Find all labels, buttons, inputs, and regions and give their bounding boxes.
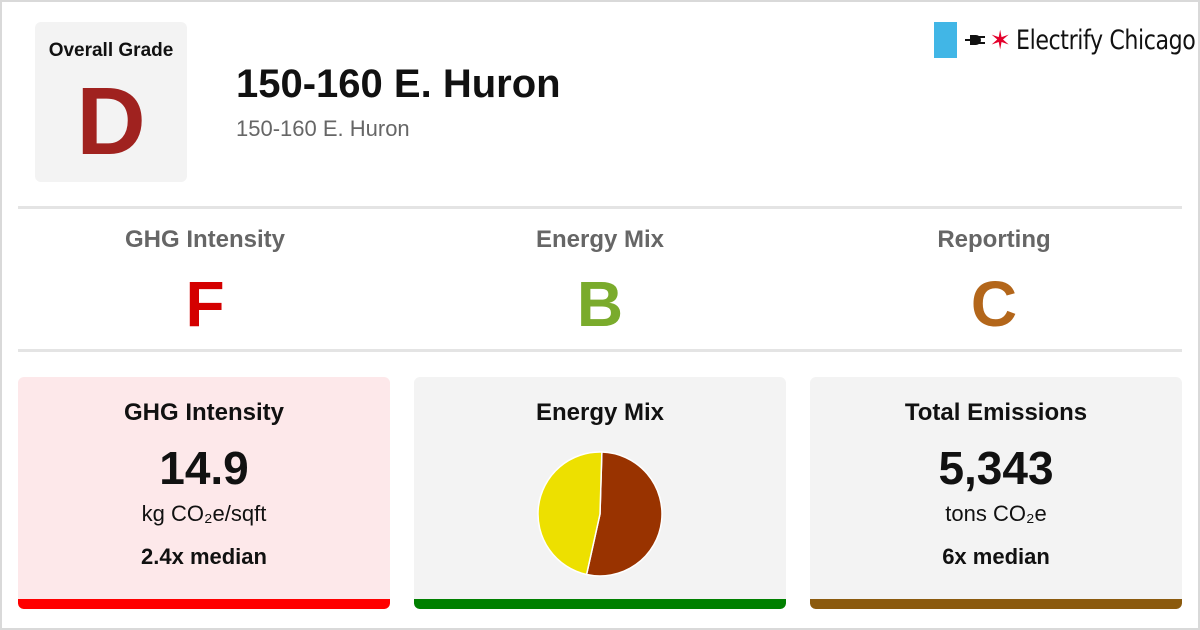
overall-grade-letter: D	[76, 68, 146, 175]
energy-mix-card: Energy Mix	[414, 377, 786, 609]
energy-mix-pie-chart	[537, 451, 663, 577]
subgrade-letter: F	[185, 268, 225, 340]
subgrade-energy-mix: Energy Mix B	[403, 226, 797, 336]
subgrade-ghg-intensity: GHG Intensity F	[8, 226, 402, 336]
overall-grade-label: Overall Grade	[48, 40, 174, 61]
subgrade-label: Energy Mix	[535, 226, 665, 253]
ghg-intensity-unit: kg CO₂e/sqft	[141, 501, 267, 526]
subgrade-letter: B	[576, 268, 624, 340]
ghg-intensity-card: GHG Intensity 14.9 kg CO₂e/sqft 2.4x med…	[18, 377, 390, 609]
total-emissions-card: Total Emissions 5,343 tons CO₂e 6x media…	[810, 377, 1182, 609]
logo-text: Electrify Chicago	[1016, 24, 1196, 56]
building-address: 150-160 E. Huron	[236, 116, 410, 141]
card-accent-bar	[414, 599, 786, 609]
card-title: GHG Intensity	[123, 399, 285, 426]
subgrade-label: Reporting	[937, 226, 1051, 253]
card-accent-bar	[18, 599, 390, 609]
ghg-intensity-value: 14.9	[159, 442, 249, 494]
subgrade-label: GHG Intensity	[124, 226, 286, 253]
building-name: 150-160 E. Huron	[236, 62, 561, 106]
card-title: Energy Mix	[535, 399, 665, 426]
pie-slice-1	[537, 451, 603, 576]
ghg-intensity-median: 2.4x median	[141, 544, 267, 569]
total-emissions-value: 5,343	[938, 442, 1054, 494]
subgrade-reporting: Reporting C	[797, 226, 1191, 336]
pie-slice-0	[585, 451, 663, 577]
total-emissions-median: 6x median	[942, 544, 1050, 569]
plug-icon	[965, 35, 986, 45]
flag-stripe	[934, 22, 958, 58]
card-accent-bar	[810, 599, 1182, 609]
divider-bottom	[18, 349, 1182, 352]
subgrade-letter: C	[970, 268, 1018, 340]
total-emissions-unit: tons CO₂e	[945, 501, 1047, 526]
star-icon: ✶	[989, 25, 1011, 55]
electrify-chicago-logo[interactable]: ✶ Electrify Chicago	[934, 22, 1196, 58]
divider-top	[18, 206, 1182, 209]
card-title: Total Emissions	[904, 399, 1088, 426]
overall-grade-box: Overall Grade D	[35, 22, 187, 182]
